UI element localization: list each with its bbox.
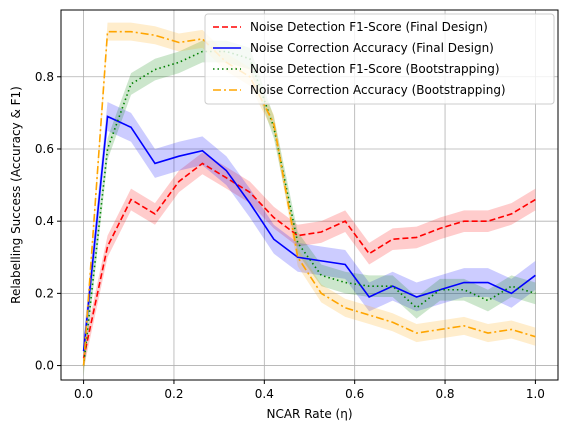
legend-entry: Noise Detection F1-Score (Bootstrapping) bbox=[250, 62, 500, 76]
x-tick-label: 0.6 bbox=[345, 387, 364, 401]
x-tick-label: 0.2 bbox=[164, 387, 183, 401]
y-tick-label: 0.2 bbox=[35, 286, 54, 300]
y-axis-ticks: 0.0 0.2 0.4 0.6 0.8 bbox=[35, 70, 61, 373]
series-2-band bbox=[83, 102, 536, 366]
legend-entry: Noise Detection F1-Score (Final Design) bbox=[250, 20, 488, 34]
legend-box bbox=[204, 13, 555, 105]
y-tick-label: 0.8 bbox=[35, 70, 54, 84]
y-tick-label: 0.6 bbox=[35, 142, 54, 156]
series-2-line bbox=[82, 115, 536, 352]
y-tick-label: 0.4 bbox=[35, 214, 54, 228]
legend: Noise Detection F1-Score (Final Design) N… bbox=[204, 13, 555, 105]
legend-entry: Noise Correction Accuracy (Bootstrapping… bbox=[250, 83, 506, 97]
confidence-bands bbox=[83, 22, 536, 377]
series-3-band bbox=[83, 40, 536, 377]
x-axis-ticks: 0.0 0.2 0.4 0.6 0.8 1.0 bbox=[74, 380, 545, 401]
x-tick-label: 0.8 bbox=[435, 387, 454, 401]
series-4-line bbox=[82, 30, 536, 366]
legend-entry: Noise Correction Accuracy (Final Design) bbox=[250, 41, 494, 55]
x-axis-label: NCAR Rate (η) bbox=[266, 407, 352, 421]
series-lines bbox=[82, 30, 536, 366]
x-tick-label: 0.4 bbox=[255, 387, 274, 401]
series-4-band bbox=[83, 22, 536, 375]
x-tick-label: 1.0 bbox=[526, 387, 545, 401]
y-tick-label: 0.0 bbox=[35, 359, 54, 373]
y-axis-label: Relabelling Success (Accuracy & F1) bbox=[9, 86, 23, 304]
x-tick-label: 0.0 bbox=[74, 387, 93, 401]
plot-frame bbox=[60, 9, 559, 381]
series-1-line bbox=[82, 162, 536, 359]
